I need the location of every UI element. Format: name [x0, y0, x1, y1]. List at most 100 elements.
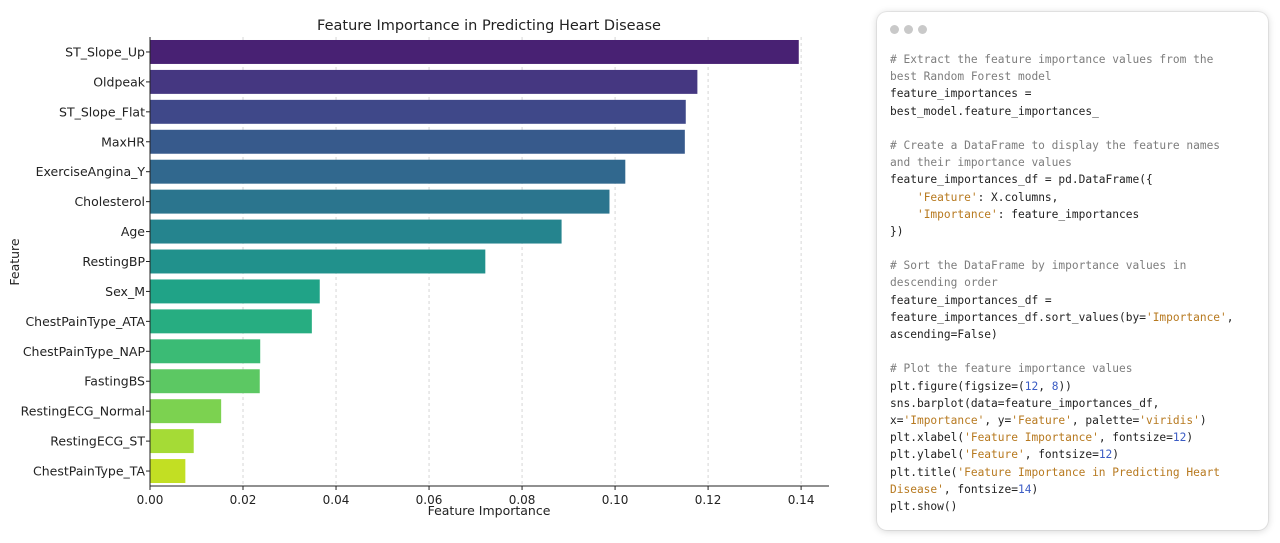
code-token: best Random Forest model	[890, 70, 1052, 84]
code-token: , y=	[984, 413, 1012, 427]
code-line: plt.xlabel('Feature Importance', fontsiz…	[890, 429, 1260, 446]
code-token: # Sort the DataFrame by importance value…	[890, 259, 1187, 273]
code-token: 'Importance'	[916, 207, 998, 221]
y-tick-label: ChestPainType_NAP	[23, 344, 146, 359]
code-line: plt.ylabel('Feature', fontsize=12)	[890, 446, 1260, 463]
code-token: , fontsize=	[1024, 448, 1099, 462]
bar	[150, 219, 562, 244]
bar	[150, 279, 320, 304]
code-line: 'Feature': X.columns,	[890, 189, 1260, 206]
code-token: 12	[1024, 379, 1039, 393]
code-token: plt.xlabel(	[890, 431, 965, 445]
code-token: )	[1112, 448, 1120, 462]
bar	[150, 249, 486, 274]
chart-title: Feature Importance in Predicting Heart D…	[317, 18, 661, 34]
labels-layer: 0.00 0.02 0.04 0.06 0.08 0.10 0.12 0.14 ST_Slope…	[21, 44, 815, 507]
code-token: ))	[1058, 379, 1072, 393]
x-tick-label: 0.12	[695, 493, 722, 507]
y-tick-label: Age	[121, 224, 145, 239]
y-tick-label: Oldpeak	[93, 74, 146, 89]
code-token: 'Feature'	[964, 448, 1025, 462]
bar	[150, 159, 626, 184]
window-dot-icon	[890, 25, 899, 34]
code-token: descending order	[890, 276, 998, 290]
y-tick-label: ST_Slope_Up	[65, 44, 145, 59]
y-tick-label: RestingBP	[82, 254, 145, 269]
code-token: 'Feature'	[1011, 413, 1072, 427]
bar	[150, 369, 260, 394]
y-tick-label: Sex_M	[105, 284, 145, 299]
code-line: plt.figure(figsize=(12, 8))	[890, 378, 1260, 395]
x-tick-label: 0.10	[602, 493, 629, 507]
code-token: ,	[1038, 379, 1052, 393]
code-token: })	[890, 224, 904, 238]
code-line: # Sort the DataFrame by importance value…	[890, 257, 1260, 274]
code-token: feature_importances_df = pd.DataFrame({	[890, 173, 1153, 187]
bar	[150, 309, 312, 334]
x-tick-label: 0.14	[788, 493, 815, 507]
code-line: 'Importance': feature_importances	[890, 206, 1260, 223]
code-line: x='Importance', y='Feature', palette='vi…	[890, 412, 1260, 429]
code-line: # Plot the feature importance values	[890, 360, 1260, 377]
code-token	[890, 191, 917, 204]
code-token: 'Feature'	[916, 190, 978, 204]
code-line	[890, 240, 1260, 257]
code-token: ,	[1226, 310, 1234, 324]
code-token: # Plot the feature importance values	[890, 362, 1133, 376]
bar	[150, 39, 799, 64]
bars-layer	[150, 39, 799, 484]
code-line: # Create a DataFrame to display the feat…	[890, 137, 1260, 154]
y-tick-label: Cholesterol	[74, 194, 145, 209]
code-line: plt.title('Feature Importance in Predict…	[890, 464, 1260, 481]
code-line	[890, 120, 1260, 137]
code-line: # Extract the feature importance values …	[890, 51, 1260, 68]
code-token: ascending=False)	[890, 328, 998, 341]
code-line: feature_importances_df = pd.DataFrame({	[890, 171, 1260, 188]
code-token: 8	[1051, 379, 1059, 393]
code-token: , fontsize=	[1098, 431, 1173, 445]
code-token: x=	[890, 413, 904, 427]
code-token: : feature_importances	[997, 207, 1140, 221]
code-token: feature_importances =	[890, 87, 1032, 101]
code-token: # Extract the feature importance values …	[890, 53, 1214, 66]
chart-svg: 0.00 0.02 0.04 0.06 0.08 0.10 0.12 0.14 ST_Slope…	[7, 18, 829, 518]
code-token: best_model.feature_importances_	[890, 104, 1099, 118]
code-token: and their importance values	[890, 156, 1072, 170]
code-line: and their importance values	[890, 154, 1260, 171]
code-token: : X.columns,	[977, 190, 1059, 204]
y-axis-label: Feature	[7, 238, 22, 286]
feature-importance-chart: 0.00 0.02 0.04 0.06 0.08 0.10 0.12 0.14 ST_Slope…	[7, 18, 829, 518]
bar	[150, 189, 610, 214]
code-line: })	[890, 223, 1260, 240]
y-tick-label: FastingBS	[84, 374, 145, 389]
code-token: sns.barplot(data=feature_importances_df,	[890, 396, 1160, 410]
code-token: feature_importances_df =	[890, 293, 1052, 307]
axes-layer	[146, 37, 829, 490]
y-tick-label: MaxHR	[101, 134, 145, 149]
code-token: )	[1031, 482, 1039, 496]
code-token: 14	[1017, 482, 1032, 496]
code-line: sns.barplot(data=feature_importances_df,	[890, 395, 1260, 412]
code-line: plt.show()	[890, 498, 1260, 515]
y-tick-label: RestingECG_Normal	[21, 404, 145, 419]
code-token: 'Feature Importance in Predicting Heart	[957, 465, 1221, 479]
code-line: feature_importances_df =	[890, 292, 1260, 309]
code-token	[890, 208, 917, 221]
window-dot-icon	[904, 25, 913, 34]
x-axis-label: Feature Importance	[428, 503, 551, 518]
bar	[150, 399, 222, 424]
code-line: feature_importances_df.sort_values(by='I…	[890, 309, 1260, 326]
code-token: 'Importance'	[903, 413, 985, 427]
code-token: 12	[1172, 431, 1187, 445]
code-window: # Extract the feature importance values …	[877, 12, 1268, 530]
code-token: plt.show()	[890, 499, 958, 513]
code-line: descending order	[890, 274, 1260, 291]
code-line: best_model.feature_importances_	[890, 103, 1260, 120]
x-tick-label: 0.04	[323, 493, 350, 507]
code-token: plt.title(	[890, 465, 958, 479]
code-line: best Random Forest model	[890, 68, 1260, 85]
bar	[150, 99, 686, 124]
y-tick-label: ChestPainType_ATA	[25, 314, 145, 329]
y-tick-label: ST_Slope_Flat	[59, 104, 145, 119]
window-dot-icon	[918, 25, 927, 34]
